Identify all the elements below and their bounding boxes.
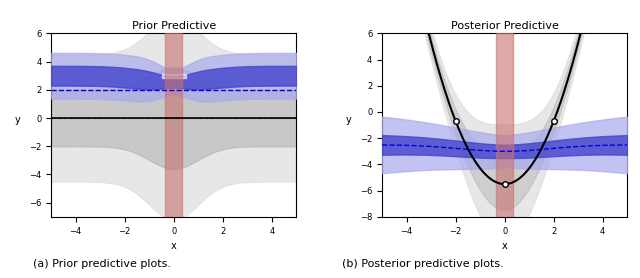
X-axis label: x: x (502, 241, 508, 251)
Y-axis label: y: y (346, 115, 352, 125)
Title: Prior Predictive: Prior Predictive (132, 21, 216, 31)
Bar (496, 33, 513, 217)
Text: (a) Prior predictive plots.: (a) Prior predictive plots. (33, 259, 172, 269)
Text: (b) Posterior predictive plots.: (b) Posterior predictive plots. (342, 259, 503, 269)
Bar (165, 33, 182, 217)
Y-axis label: y: y (15, 115, 21, 125)
Title: Posterior Predictive: Posterior Predictive (451, 21, 559, 31)
X-axis label: x: x (171, 241, 177, 251)
